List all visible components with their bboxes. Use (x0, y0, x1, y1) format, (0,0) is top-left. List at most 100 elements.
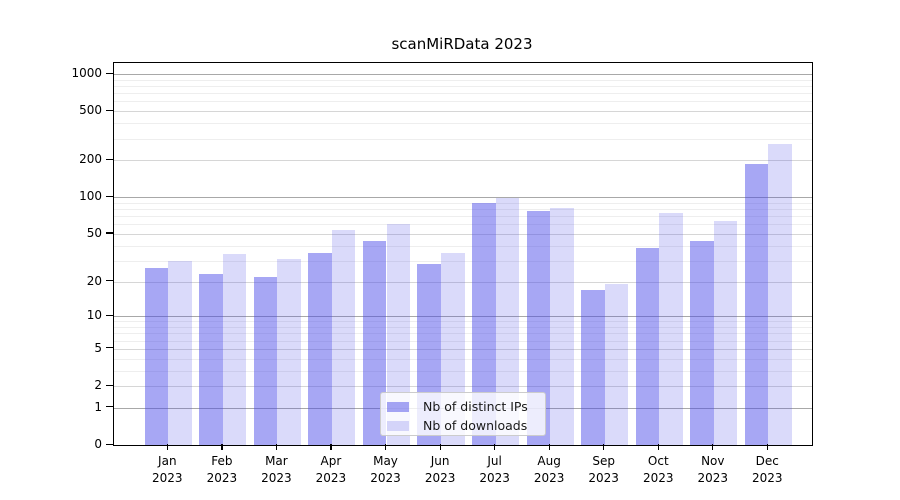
gridline-20 (114, 281, 812, 283)
y-tick-label-50: 50 (86, 225, 102, 240)
bar-downloads-apr (331, 229, 356, 445)
y-tick-mark-5 (106, 347, 113, 349)
bar-ips-dec (744, 164, 769, 445)
gridline-200 (114, 160, 812, 162)
x-tick-label-jun: Jun 2023 (424, 454, 456, 485)
x-tick-label-may: May 2023 (370, 454, 401, 485)
legend: Nb of distinct IPs Nb of downloads (380, 392, 546, 436)
bar-downloads-jul (495, 198, 520, 445)
bar-downloads-sep (604, 284, 629, 445)
gridline-80 (114, 209, 812, 210)
y-tick-mark-50 (106, 232, 113, 234)
y-tick-mark-200 (106, 158, 113, 160)
gridline-90 (114, 202, 812, 204)
bar-downloads-jan (168, 260, 192, 445)
y-tick-mark-10 (106, 314, 113, 316)
x-tick-mark-may (385, 444, 387, 450)
y-tick-label-100: 100 (79, 189, 102, 204)
gridline-900 (114, 79, 812, 81)
y-tick-label-20: 20 (86, 273, 102, 288)
bar-downloads-mar (277, 258, 301, 445)
bar-ips-jan (144, 268, 169, 445)
gridline-40 (114, 245, 812, 247)
x-tick-label-jul: Jul 2023 (479, 454, 510, 485)
gridline-3 (114, 370, 812, 372)
bar-downloads-nov (713, 220, 738, 445)
bar-ips-nov (690, 240, 714, 445)
y-tick-mark-500 (106, 109, 113, 111)
x-tick-mark-jun (439, 444, 441, 450)
legend-label-distinct-ips: Nb of distinct IPs (423, 399, 528, 414)
legend-item-downloads: Nb of downloads (387, 416, 545, 435)
legend-swatch-downloads (387, 420, 409, 431)
x-tick-mark-sep (603, 444, 605, 450)
x-tick-mark-apr (330, 444, 332, 450)
y-tick-label-500: 500 (79, 103, 102, 118)
bar-downloads-feb (222, 254, 247, 445)
bar-downloads-may (386, 224, 411, 445)
x-tick-mark-aug (548, 444, 550, 450)
y-tick-label-200: 200 (79, 152, 102, 167)
gridline-9 (114, 321, 812, 323)
x-tick-mark-jan (166, 444, 168, 450)
gridline-7 (114, 333, 812, 335)
bar-ips-jul (472, 203, 496, 445)
x-tick-label-mar: Mar 2023 (261, 454, 292, 485)
gridline-6 (114, 340, 812, 342)
x-tick-label-aug: Aug 2023 (533, 454, 565, 485)
gridline-1000 (114, 74, 812, 75)
gridline-50 (114, 233, 812, 235)
legend-item-distinct-ips: Nb of distinct IPs (387, 397, 545, 416)
gridline-30 (114, 260, 812, 262)
y-tick-mark-1000 (106, 72, 113, 74)
gridline-400 (114, 123, 812, 125)
bar-ips-aug (526, 211, 551, 445)
y-tick-label-0: 0 (94, 437, 102, 451)
y-tick-mark-0 (106, 443, 113, 445)
gridlines-layer (114, 63, 812, 445)
gridline-8 (114, 327, 812, 328)
bar-ips-feb (199, 274, 223, 445)
y-tick-mark-20 (106, 280, 113, 282)
bar-downloads-dec (768, 143, 792, 445)
x-tick-mark-oct (657, 444, 659, 450)
bar-ips-oct (635, 248, 660, 445)
y-tick-label-1: 1 (94, 399, 102, 414)
bar-ips-sep (581, 289, 605, 445)
gridline-2 (114, 386, 812, 387)
gridline-500 (114, 111, 812, 113)
gridline-70 (114, 216, 812, 218)
x-tick-label-feb: Feb 2023 (206, 454, 238, 485)
chart-title: scanMiRData 2023 (391, 35, 533, 53)
x-tick-mark-mar (275, 444, 278, 450)
x-tick-mark-feb (221, 444, 223, 450)
gridline-600 (114, 101, 812, 103)
gridline-700 (114, 93, 812, 95)
bar-ips-mar (253, 276, 278, 445)
gridline-4 (114, 358, 812, 360)
legend-swatch-distinct-ips (387, 401, 409, 412)
x-tick-mark-nov (712, 444, 714, 450)
gridline-800 (114, 86, 812, 87)
gridline-300 (114, 138, 812, 140)
gridline-60 (114, 224, 812, 226)
x-tick-label-nov: Nov 2023 (697, 454, 729, 485)
x-tick-label-jan: Jan 2023 (152, 454, 183, 485)
y-tick-mark-1 (106, 406, 113, 408)
bars-layer (114, 63, 812, 445)
x-tick-label-dec: Dec 2023 (752, 454, 783, 485)
x-tick-mark-dec (766, 444, 768, 450)
x-tick-label-sep: Sep 2023 (588, 454, 619, 485)
gridline-10 (114, 316, 812, 318)
y-tick-label-2: 2 (94, 378, 102, 392)
x-tick-label-oct: Oct 2023 (643, 454, 674, 485)
x-tick-label-apr: Apr 2023 (315, 454, 347, 485)
x-tick-mark-jul (494, 444, 496, 450)
bar-downloads-aug (550, 208, 574, 445)
bar-downloads-oct (659, 213, 683, 445)
legend-label-downloads: Nb of downloads (423, 418, 528, 433)
y-tick-label-1000: 1000 (71, 66, 102, 80)
